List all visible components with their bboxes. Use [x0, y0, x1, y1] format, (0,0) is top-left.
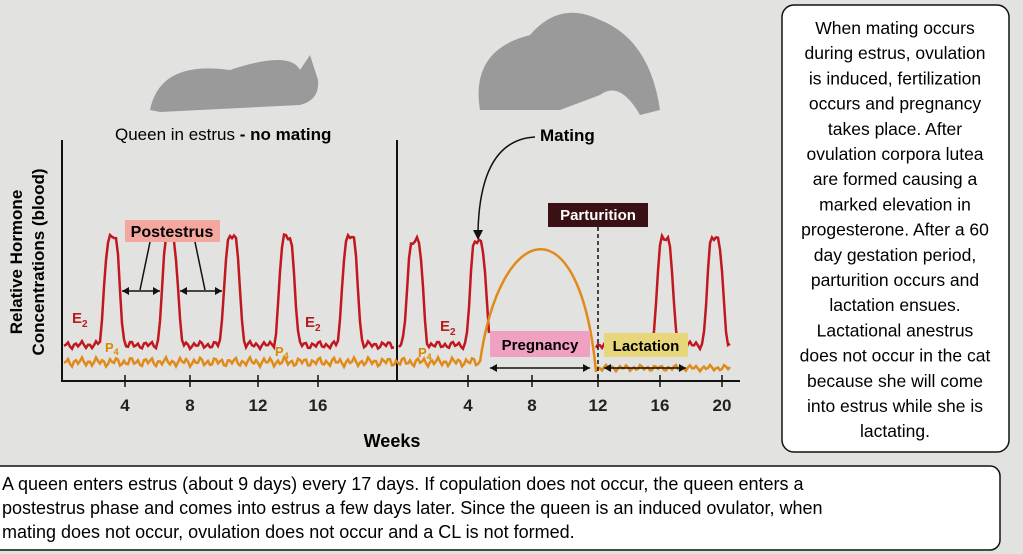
e2-label: E2 [305, 314, 321, 334]
caption-line: postestrus phase and comes into estrus a… [2, 498, 823, 518]
note-line: occurs and pregnancy [809, 94, 981, 114]
parturition-box [548, 203, 648, 227]
p4-label: P4 [105, 340, 119, 357]
p4-label: P4 [418, 345, 432, 362]
postestrus-box [125, 220, 220, 242]
hormone-curves [63, 232, 731, 374]
note-line: day gestation period, [814, 245, 976, 265]
note-line: is induced, fertilization [809, 68, 981, 88]
note-line: parturition occurs and [811, 270, 979, 290]
e2-label: E2 [72, 310, 88, 330]
caption: A queen enters estrus (about 9 days) eve… [2, 474, 823, 542]
arrowhead [473, 230, 483, 240]
cat-silhouette [150, 55, 319, 112]
pregnancy-label: Pregnancy [502, 337, 579, 354]
x-tick-label: 4 [463, 396, 473, 415]
note-line: are formed causing a [813, 169, 978, 189]
side-note: When mating occurs during estrus, ovulati… [800, 18, 991, 441]
note-line: When mating occurs [815, 18, 975, 38]
note-line: because she will come [807, 371, 983, 391]
note-line: into estrus while she is [807, 396, 983, 416]
caption-line: A queen enters estrus (about 9 days) eve… [2, 474, 804, 494]
title-text: Queen in estrus [115, 125, 235, 144]
x-tick-label: 16 [309, 396, 328, 415]
p4-label: P4 [275, 344, 289, 361]
arrowheads [490, 364, 686, 372]
p4-curve [63, 354, 482, 370]
mating-label: Mating [540, 126, 595, 145]
pregnancy-box [490, 331, 590, 357]
x-tick-label: 12 [249, 396, 268, 415]
title-bold: - no mating [240, 125, 332, 144]
e2-curve [398, 234, 491, 351]
lactation-label: Lactation [613, 338, 680, 355]
side-note-box [781, 4, 1010, 453]
note-line: does not occur in the cat [800, 346, 991, 366]
lactation-box [604, 333, 688, 357]
mating-arrow [477, 136, 536, 233]
pointer [139, 241, 206, 291]
caption-line: mating does not occur, ovulation does no… [2, 522, 575, 542]
x-axis-label: Weeks [364, 431, 421, 451]
e2-label: E2 [440, 318, 456, 338]
note-line: during estrus, ovulation [805, 43, 986, 63]
note-line: takes place. After [828, 119, 962, 139]
note-line: marked elevation in [819, 194, 971, 214]
note-line: progesterone. After a 60 [801, 220, 989, 240]
cats-mating-silhouette [478, 12, 660, 116]
x-tick-label: 8 [527, 396, 536, 415]
p4-pregnancy-curve [478, 248, 598, 373]
e2-curve [63, 232, 395, 352]
note-line: lactation ensues. [829, 295, 960, 315]
y-axis-label: Relative Hormone [7, 190, 26, 335]
postestrus-label: Postestrus [131, 224, 214, 241]
parturition-label: Parturition [560, 207, 636, 224]
x-tick-label: 4 [120, 396, 130, 415]
note-line: Lactational anestrus [817, 320, 974, 340]
panel-title: Queen in estrus - no mating [115, 125, 331, 144]
x-tick-label: 16 [651, 396, 670, 415]
y-axis-label: Concentrations (blood) [29, 169, 48, 356]
x-tick-label: 8 [185, 396, 194, 415]
note-line: lactating. [860, 421, 930, 441]
x-tick-label: 20 [713, 396, 732, 415]
x-tick-label: 12 [589, 396, 608, 415]
caption-box [0, 465, 1001, 551]
note-line: ovulation corpora lutea [806, 144, 983, 164]
